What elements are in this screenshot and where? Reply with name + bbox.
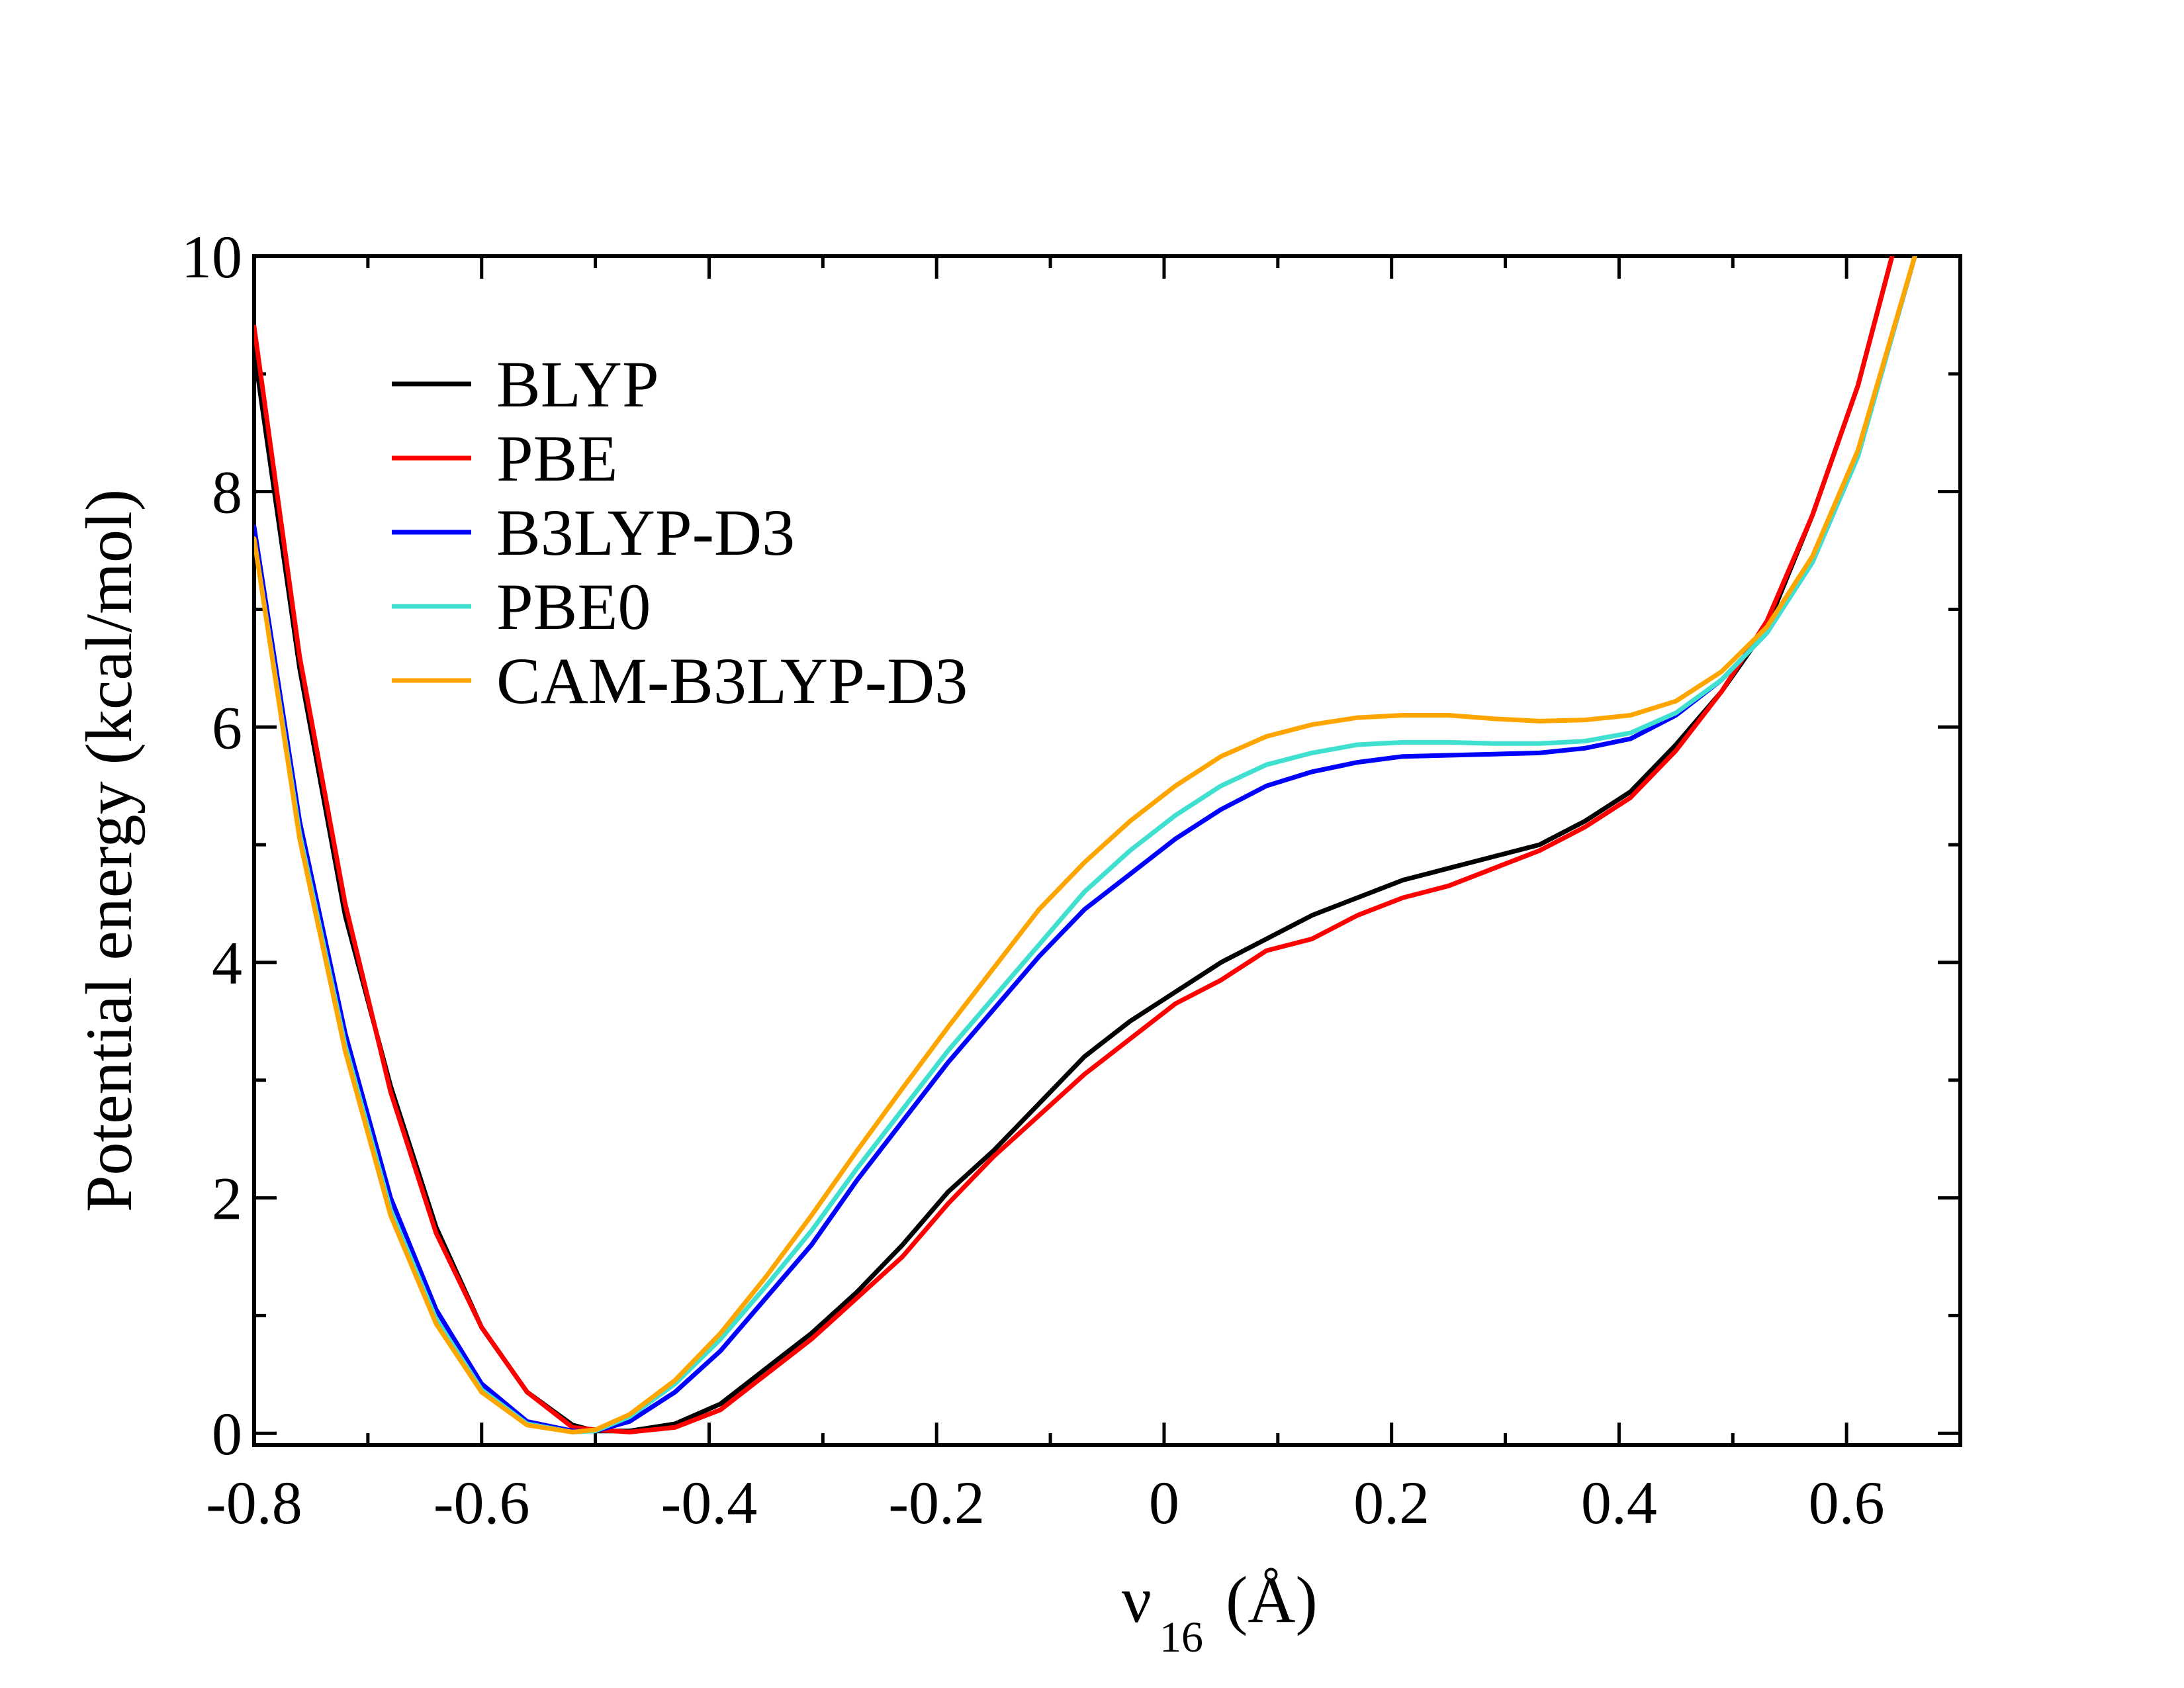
plot-frame	[252, 254, 1962, 1447]
y-tick-label: 0	[212, 1400, 242, 1468]
x-tick-label: 0.6	[1809, 1469, 1885, 1536]
x-tick-label: -0.8	[206, 1469, 302, 1536]
x-tick-label: -0.6	[433, 1469, 530, 1536]
legend-label-blyp: BLYP	[496, 348, 659, 421]
legend-label-cam-b3lyp-d3: CAM-B3LYP-D3	[496, 644, 968, 718]
series-line-cam-b3lyp-d3	[254, 256, 1917, 1434]
y-tick-label: 2	[212, 1165, 242, 1233]
legend-label-pbe0: PBE0	[496, 570, 651, 643]
x-tick-label: 0	[1149, 1469, 1179, 1536]
y-tick-label: 4	[212, 929, 242, 997]
legend-label-b3lyp-d3: B3LYP-D3	[496, 496, 795, 569]
x-tick-label: 0.4	[1581, 1469, 1657, 1536]
series-group	[254, 256, 1917, 1434]
x-axis-unit: (Å)	[1226, 1563, 1318, 1636]
x-tick-label: -0.4	[661, 1469, 758, 1536]
x-axis-title: ν 16 (Å)	[1122, 1563, 1318, 1662]
axis-ticks: -0.8 -0.6 -0.4 -0.2 0 0.2 0.4 0.6 0 2 4 6 8 10	[181, 223, 1960, 1536]
y-axis-title: Potential energy (kcal/mol)	[72, 489, 146, 1212]
x-tick-label: -0.2	[888, 1469, 985, 1536]
x-axis-symbol: ν	[1122, 1563, 1152, 1636]
series-line-pbe	[254, 256, 1895, 1434]
legend-label-pbe: PBE	[496, 422, 617, 495]
y-tick-label: 10	[181, 223, 242, 291]
x-tick-label: 0.2	[1353, 1469, 1430, 1536]
x-axis-subscript: 16	[1160, 1613, 1203, 1662]
y-tick-label: 6	[212, 694, 242, 761]
y-tick-label: 8	[212, 459, 242, 526]
